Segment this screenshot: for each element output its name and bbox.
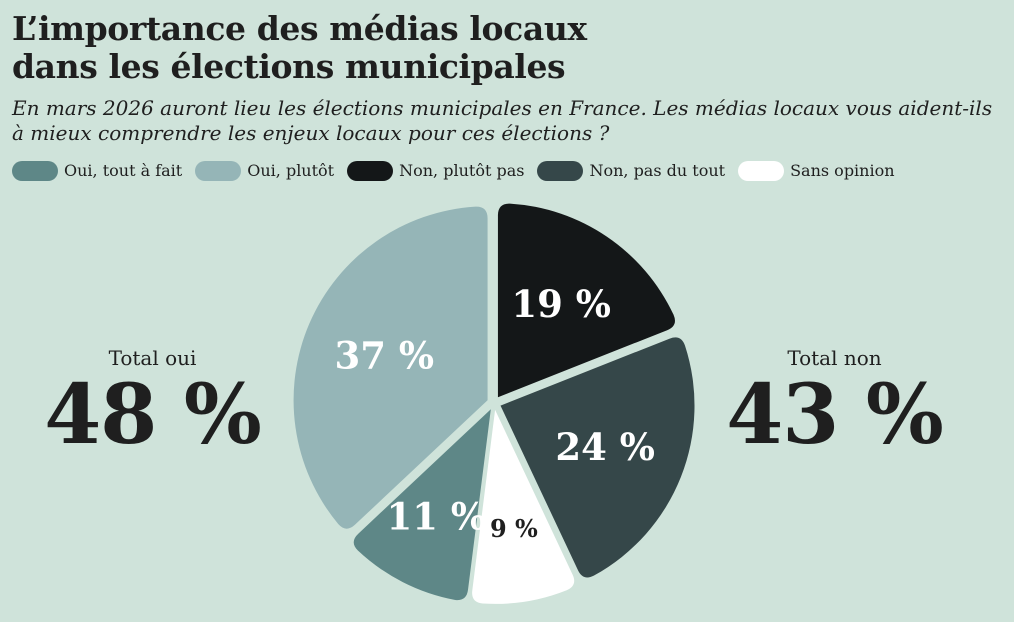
pie-slice-label: 19 % [511, 282, 611, 326]
legend-item-oui-plutot: Oui, plutôt [195, 160, 334, 182]
chart-subtitle: En mars 2026 auront lieu les élections m… [12, 96, 993, 145]
pie-slice [500, 337, 695, 578]
pie-slice-group: 19 % [497, 203, 675, 398]
legend-item-non-pas-du-tout: Non, pas du tout [537, 160, 725, 182]
pie-slice [497, 203, 675, 398]
total-non-label: Total non [787, 346, 882, 370]
total-oui-label: Total oui [108, 346, 197, 370]
pie-slice [293, 206, 488, 529]
total-non-value: 43 % [726, 367, 944, 463]
legend-label: Non, plutôt pas [399, 161, 525, 180]
total-oui-value: 48 % [44, 367, 262, 463]
pie-slice-label: 11 % [386, 494, 486, 538]
pie-slice-group: 11 % [353, 409, 491, 601]
pie-slice-group: 37 % [293, 206, 488, 529]
pie-slice-label: 24 % [555, 425, 655, 469]
legend-item-non-plutot-pas: Non, plutôt pas [347, 160, 524, 182]
legend-label: Oui, plutôt [247, 161, 335, 180]
legend-swatch [195, 161, 242, 181]
pie-slice-group: 24 % [500, 337, 695, 578]
legend-swatch [12, 161, 58, 181]
legend: Oui, tout à fait Oui, plutôt Non, plutôt… [12, 160, 1007, 182]
chart-title: L’importance des médias locaux dans les … [12, 10, 772, 86]
chart-title-line-1: L’importance des médias locaux [12, 9, 587, 48]
chart-title-line-2: dans les élections municipales [12, 47, 566, 86]
pie-slice [472, 409, 575, 604]
legend-item-sans-opinion: Sans opinion [738, 160, 895, 182]
legend-item-oui-tout-a-fait: Oui, tout à fait [12, 160, 182, 182]
total-oui: Total oui 48 % [30, 346, 275, 460]
legend-label: Sans opinion [790, 161, 895, 180]
legend-label: Oui, tout à fait [64, 161, 183, 180]
pie-slice-label: 37 % [335, 334, 435, 378]
legend-swatch [347, 161, 394, 181]
pie-slice-label: 9 % [490, 514, 538, 543]
legend-swatch [738, 161, 785, 181]
total-non: Total non 43 % [712, 346, 957, 460]
pie-slice-group: 9 % [472, 409, 575, 604]
legend-swatch [537, 161, 584, 181]
legend-label: Non, pas du tout [589, 161, 726, 180]
pie-slice [353, 409, 491, 601]
